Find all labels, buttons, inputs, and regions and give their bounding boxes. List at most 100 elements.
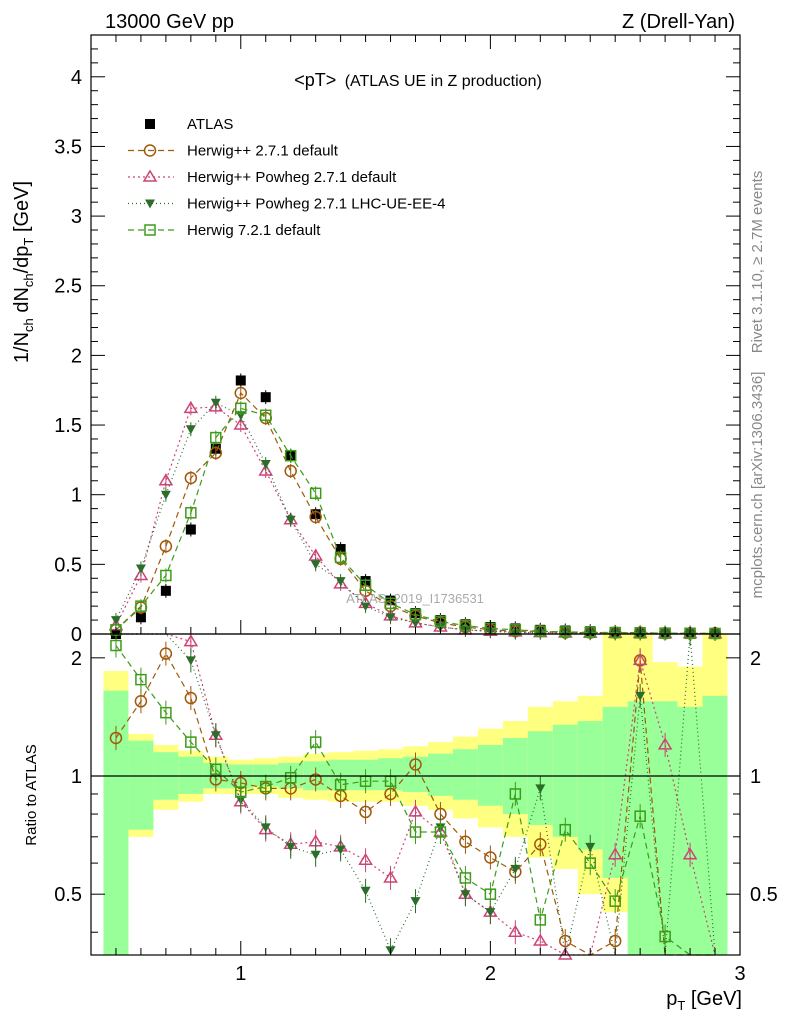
ratio-point	[184, 691, 198, 705]
y-tick-label-main: 2	[71, 345, 82, 367]
x-tick-label: 2	[485, 963, 496, 985]
ratio-point	[559, 823, 572, 836]
data-point	[135, 600, 147, 612]
data-point	[133, 568, 149, 581]
ratio-point	[260, 823, 271, 833]
axes-layer: 1 2 3 0 0.5 1 1.5 2 2.5 3 3.5 4 0.5 0.5 1 1 2 2	[54, 34, 778, 985]
ratio-point	[134, 695, 148, 708]
y-tick-label-ratio-right: 2	[750, 648, 761, 670]
ratio-point	[110, 639, 122, 652]
legend-label: ATLAS	[187, 116, 233, 133]
data-point	[309, 487, 322, 500]
mcplots-note: mcplots.cern.ch [arXiv:1306.3436]	[749, 372, 766, 599]
ratio-point	[532, 933, 548, 946]
ratio-point	[459, 835, 472, 849]
data-point	[160, 585, 171, 596]
x-axis-label: pT [GeV]	[666, 988, 742, 1013]
data-point	[334, 551, 347, 564]
legend-entry-herwigpp: Herwig++ 2.7.1 default	[128, 143, 339, 160]
ratio-point	[634, 810, 646, 822]
data-point	[258, 463, 274, 476]
ratio-point	[484, 851, 497, 864]
legend-label: Herwig++ Powheg 2.7.1 LHC-UE-EE-4	[187, 196, 445, 213]
ratio-point	[360, 886, 371, 896]
data-point	[385, 613, 396, 623]
ratio-point	[584, 857, 596, 869]
legend-entry-powheg: Herwig++ Powheg 2.7.1 default	[128, 169, 397, 186]
ratio-point	[657, 737, 673, 750]
data-point	[185, 425, 196, 435]
ratio-band-inner	[577, 721, 603, 850]
ratio-point	[335, 845, 346, 855]
ratio-point	[235, 786, 247, 798]
data-point	[235, 402, 247, 415]
data-point	[210, 398, 221, 408]
ratio-point	[309, 736, 322, 748]
data-point	[158, 473, 174, 486]
ratio-point	[459, 872, 472, 884]
ratio-point	[632, 652, 648, 666]
ratio-point	[484, 888, 497, 900]
y-tick-label-main: 3	[71, 206, 82, 228]
y-tick-label-ratio-right: 1	[750, 766, 761, 788]
ratio-point	[534, 838, 547, 851]
y-tick-label-main: 0.5	[54, 554, 82, 576]
data-point	[260, 392, 271, 403]
ratio-point	[485, 908, 496, 918]
ratio-point	[508, 924, 523, 937]
ratio-point	[682, 847, 698, 860]
legend-entry-powheg_ee4: Herwig++ Powheg 2.7.1 LHC-UE-EE-4	[128, 196, 445, 213]
ratio-point	[409, 826, 422, 838]
y-tick-label-ratio: 1	[71, 766, 82, 788]
ratio-point	[109, 731, 123, 745]
ratio-point	[460, 890, 471, 900]
y-tick-label-ratio: 0.5	[54, 884, 82, 906]
ratio-point	[358, 852, 373, 866]
data-point	[183, 400, 199, 414]
data-point	[310, 560, 321, 570]
legend-entry-herwig7: Herwig 7.2.1 default	[128, 222, 321, 239]
ratio-point	[309, 773, 322, 786]
data-point	[233, 417, 249, 430]
data-point	[135, 564, 146, 574]
series-powheg_ee4	[110, 395, 721, 956]
ratio-point	[310, 850, 321, 860]
ratio-point	[434, 826, 447, 838]
ratio-point	[408, 804, 423, 817]
data-point	[260, 460, 271, 470]
data-point	[160, 490, 171, 500]
ratio-point	[510, 864, 521, 874]
data-point	[559, 626, 572, 638]
data-point	[360, 602, 371, 612]
legend-label: Herwig 7.2.1 default	[187, 222, 321, 239]
ratio-point	[534, 914, 547, 926]
data-point	[285, 515, 296, 525]
data-point	[135, 612, 146, 623]
data-point	[159, 539, 173, 553]
data-point	[185, 524, 196, 535]
ratio-point	[359, 805, 372, 819]
data-point	[509, 624, 522, 636]
ratio-point	[285, 842, 296, 852]
ratio-point	[659, 930, 671, 943]
data-point	[259, 409, 272, 422]
ratio-point	[585, 842, 596, 852]
plot-title-sub: (ATLAS UE in Z production)	[345, 73, 542, 90]
x-tick-label: 3	[734, 963, 745, 985]
data-point	[534, 625, 547, 637]
y-tick-label-main: 0	[71, 624, 82, 646]
analysis-watermark: ATLAS_2019_I1736531	[346, 591, 484, 606]
data-point	[234, 386, 248, 400]
ratio-band-inner	[178, 756, 204, 794]
data-point	[309, 510, 322, 524]
ratio-point	[160, 706, 172, 719]
data-point	[434, 615, 447, 628]
plot-title-main: <pT>	[294, 70, 336, 90]
data-point	[335, 544, 346, 555]
legend: ATLAS Herwig++ 2.7.1 default Herwig++ Powh…	[128, 116, 445, 239]
data-point	[184, 471, 198, 485]
y-tick-label-main: 3.5	[54, 136, 82, 158]
data-point	[384, 597, 397, 610]
legend-marker	[144, 224, 156, 236]
